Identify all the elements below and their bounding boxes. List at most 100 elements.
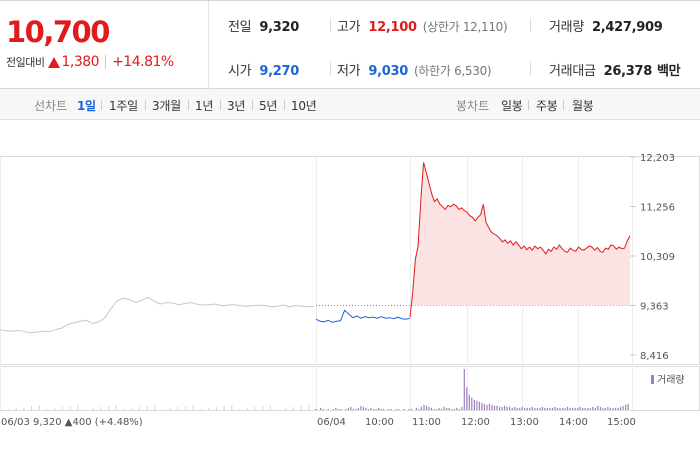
volume-bar bbox=[345, 409, 347, 410]
volume-bar bbox=[491, 404, 493, 410]
volume-bar bbox=[483, 403, 485, 410]
volume-bar bbox=[514, 406, 516, 410]
divider bbox=[528, 100, 529, 110]
volume-bar bbox=[403, 409, 405, 410]
volume-bar bbox=[582, 407, 584, 410]
volume-bar bbox=[607, 406, 609, 410]
volume-bar bbox=[544, 407, 546, 410]
volume-bar bbox=[375, 409, 377, 410]
volume-bar bbox=[478, 401, 480, 410]
price-series-line bbox=[409, 162, 631, 318]
volume-bar bbox=[420, 406, 422, 410]
volume-bar bbox=[277, 409, 279, 410]
volume-bar bbox=[436, 409, 438, 410]
change-value: 1,380 bbox=[61, 54, 100, 70]
lower-limit: (하한가 6,530) bbox=[413, 64, 492, 78]
price-up-area bbox=[410, 162, 630, 318]
volume-bar bbox=[185, 406, 187, 410]
divider bbox=[330, 18, 331, 32]
volume-bar bbox=[536, 407, 538, 410]
volume-bar bbox=[92, 408, 94, 410]
divider bbox=[563, 100, 564, 110]
x-tick-label: 06/04 bbox=[317, 417, 346, 428]
y-tick-label: 11,256 bbox=[640, 203, 675, 214]
volume-bar bbox=[367, 409, 370, 410]
volume-bar bbox=[215, 407, 217, 410]
period-3m-button[interactable]: 3개월 bbox=[152, 99, 181, 113]
volume-bar bbox=[524, 407, 526, 410]
volume-bar bbox=[327, 409, 329, 410]
period-1y-button[interactable]: 1년 bbox=[195, 99, 214, 113]
volume-bar bbox=[162, 409, 163, 410]
volume-bar bbox=[355, 409, 357, 410]
volume-bar bbox=[458, 409, 460, 410]
x-tick-label: 06/03 bbox=[1, 417, 30, 428]
volume-bar bbox=[100, 407, 102, 410]
volume-bar bbox=[471, 397, 473, 410]
volume-bar bbox=[418, 409, 420, 410]
period-5y-button[interactable]: 5년 bbox=[259, 99, 278, 113]
volume-legend: 거래량 bbox=[651, 374, 685, 386]
volume-bar bbox=[332, 409, 334, 410]
volume-bar bbox=[499, 406, 501, 410]
divider bbox=[330, 62, 331, 76]
period-3y-button[interactable]: 3년 bbox=[227, 99, 246, 113]
volume-bar bbox=[448, 407, 450, 410]
volume-bar bbox=[383, 409, 385, 410]
volume-bar bbox=[378, 407, 380, 410]
divider bbox=[145, 100, 146, 110]
volume-bar bbox=[340, 409, 342, 410]
divider bbox=[530, 62, 531, 76]
volume-bar bbox=[451, 409, 453, 410]
change-row: 전일대비 1,380 +14.81% bbox=[6, 54, 174, 70]
volume-bar bbox=[428, 406, 430, 410]
volume-bar bbox=[473, 399, 475, 411]
volume-bar bbox=[572, 407, 574, 410]
divider bbox=[188, 100, 189, 110]
stat-value: 26,378 bbox=[603, 64, 653, 79]
quote-header: 10,700 전일대비 1,380 +14.81% 전일 9,320 고가 12… bbox=[0, 0, 700, 89]
candle-weekly-button[interactable]: 주봉 bbox=[536, 99, 558, 113]
volume-bar bbox=[476, 400, 478, 410]
volume-bar bbox=[441, 409, 443, 410]
legend-swatch bbox=[651, 375, 654, 384]
volume-bar bbox=[619, 406, 622, 410]
volume-bar bbox=[567, 406, 569, 410]
stat-unit: 백만 bbox=[657, 64, 681, 79]
stat-value: 9,270 bbox=[259, 64, 299, 79]
period-1w-button[interactable]: 1주일 bbox=[109, 99, 138, 113]
period-1d-button[interactable]: 1일 bbox=[77, 99, 96, 113]
divider bbox=[105, 55, 107, 69]
volume-bar bbox=[617, 407, 619, 410]
volume-bar bbox=[308, 405, 310, 410]
volume-bar bbox=[551, 407, 554, 410]
price-area bbox=[410, 162, 630, 318]
volume-bar bbox=[501, 406, 503, 410]
volume-bar bbox=[54, 408, 56, 410]
volume-bar bbox=[398, 409, 400, 410]
stat-value: 2,427,909 bbox=[591, 20, 663, 35]
volume-bar bbox=[446, 407, 448, 410]
volume-bar bbox=[362, 406, 365, 410]
stat-low: 저가 9,030 (하한가 6,530) bbox=[337, 60, 492, 79]
candle-daily-button[interactable]: 일봉 bbox=[501, 99, 523, 113]
volume-bar bbox=[496, 405, 498, 410]
period-10y-button[interactable]: 10년 bbox=[291, 99, 317, 113]
legend-label: 거래량 bbox=[657, 374, 685, 386]
price-series-line bbox=[315, 309, 411, 323]
volume-panel-frame bbox=[0, 366, 700, 411]
volume-bar bbox=[531, 406, 533, 410]
candle-monthly-button[interactable]: 월봉 bbox=[572, 99, 594, 113]
volume-bar bbox=[357, 407, 359, 410]
volume-bar bbox=[177, 407, 179, 410]
stat-label: 전일 bbox=[228, 20, 252, 35]
price-series-line bbox=[0, 296, 315, 334]
volume-bar bbox=[390, 409, 392, 410]
volume-bar bbox=[154, 405, 156, 410]
volume-bar bbox=[223, 406, 225, 410]
line-chart-label: 선차트 bbox=[34, 99, 68, 113]
volume-bar bbox=[539, 407, 541, 410]
volume-bar bbox=[526, 407, 528, 410]
change-percent: +14.81% bbox=[112, 54, 174, 70]
